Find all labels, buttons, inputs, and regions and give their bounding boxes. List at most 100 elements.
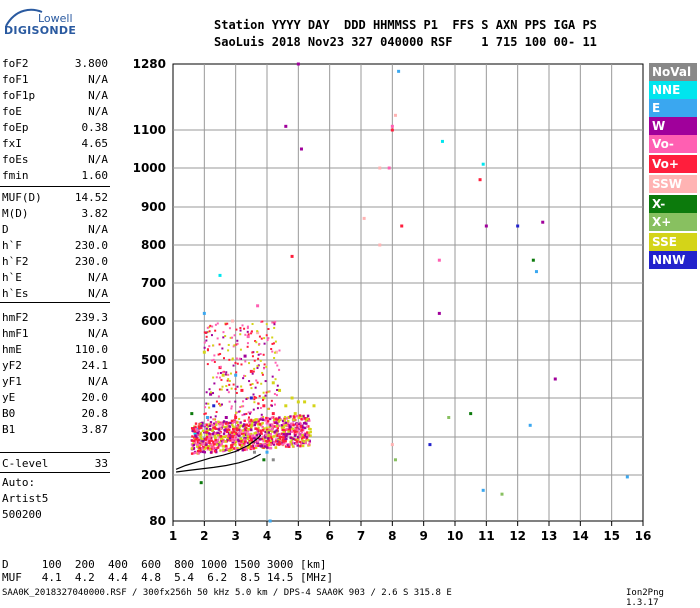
spread-point	[227, 391, 230, 394]
cluster-point	[254, 427, 257, 430]
cluster-point	[271, 423, 274, 426]
param-key: hmF1	[2, 327, 29, 340]
cluster-point	[276, 443, 279, 446]
param-key: h`E	[2, 271, 22, 284]
cluster-point	[274, 446, 277, 449]
spread-point	[260, 320, 263, 323]
cluster-point	[255, 420, 258, 424]
cluster-point	[308, 419, 311, 422]
cluster-point	[291, 445, 295, 448]
spread-point	[273, 323, 276, 326]
spread-point	[276, 384, 279, 387]
cluster-point	[222, 432, 226, 435]
cluster-point	[228, 428, 231, 431]
cluster-point	[215, 427, 218, 430]
cluster-point	[199, 437, 203, 440]
cluster-point	[300, 437, 304, 441]
cluster-point	[296, 428, 299, 431]
cluster-point	[306, 431, 309, 434]
cluster-point	[209, 421, 213, 424]
x-tick-label: 7	[357, 529, 365, 543]
spread-point	[240, 385, 243, 388]
cluster-point	[208, 441, 211, 445]
param-value: 110.0	[74, 343, 108, 356]
cluster-point	[219, 449, 222, 452]
cluster-point	[284, 440, 287, 443]
spread-point	[254, 340, 257, 343]
cluster-point	[229, 434, 232, 437]
param-key: foE	[2, 105, 22, 118]
spread-point	[259, 406, 262, 409]
cluster-point	[224, 446, 228, 449]
x-tick-label: 4	[263, 529, 271, 543]
spread-point	[238, 410, 241, 413]
spread-point	[203, 413, 206, 416]
cluster-point	[240, 432, 243, 436]
cluster-point	[204, 446, 208, 449]
cluster-point	[232, 447, 235, 450]
cluster-point	[260, 445, 263, 448]
data-point-noval	[252, 450, 256, 454]
cluster-point	[227, 437, 230, 440]
spread-point	[232, 345, 235, 348]
spread-point	[265, 365, 268, 368]
x-tick-label: 3	[231, 529, 239, 543]
spread-point	[271, 342, 274, 345]
cluster-point	[232, 427, 235, 431]
spread-point	[258, 395, 261, 398]
cluster-point	[302, 441, 305, 444]
cluster-point	[213, 443, 216, 446]
cluster-point	[229, 446, 233, 450]
cluster-point	[203, 430, 206, 434]
cluster-point	[270, 436, 273, 439]
param-value: N/A	[88, 89, 108, 102]
spread-point	[244, 360, 247, 363]
cluster-point	[246, 434, 250, 438]
param-row-hmf1: hmF1 N/A	[2, 326, 108, 342]
cluster-point	[233, 426, 236, 429]
cluster-point	[303, 434, 306, 438]
cluster-point	[194, 438, 198, 441]
cluster-point	[269, 447, 273, 450]
cluster-point	[297, 416, 300, 420]
cluster-point	[219, 437, 223, 441]
cluster-point	[212, 424, 215, 427]
data-point-w	[541, 220, 545, 224]
cluster-point	[230, 419, 234, 423]
data-point-sse	[278, 388, 282, 392]
cluster-point	[271, 430, 274, 433]
x-tick-label: 14	[572, 529, 589, 543]
data-point-sse	[221, 373, 225, 377]
cluster-point	[212, 422, 216, 425]
spread-point	[242, 405, 245, 408]
cluster-point	[205, 437, 208, 440]
cluster-point	[231, 421, 235, 424]
cluster-point	[221, 423, 224, 426]
spread-point	[235, 371, 238, 374]
data-point-vo-	[387, 166, 391, 170]
logo-digisonde-text: DIGISONDE	[4, 24, 77, 37]
cluster-point	[300, 442, 303, 445]
spread-point	[208, 326, 211, 329]
cluster-point	[207, 432, 211, 435]
cluster-point	[251, 434, 254, 437]
cluster-point	[295, 442, 298, 446]
spread-point	[221, 371, 224, 374]
cluster-point	[227, 421, 231, 425]
data-point-vo-	[478, 178, 482, 182]
spread-point	[256, 330, 259, 333]
cluster-point	[231, 439, 234, 443]
cluster-point	[276, 427, 280, 430]
param-key: fxI	[2, 137, 22, 150]
cluster-point	[301, 433, 304, 437]
cluster-point	[224, 422, 228, 425]
cluster-point	[286, 427, 289, 431]
param-key: B1	[2, 423, 16, 436]
spread-point	[206, 326, 209, 329]
spread-point	[252, 408, 255, 411]
cluster-point	[239, 437, 242, 440]
cluster-point	[290, 438, 293, 442]
param-key: foF1	[2, 73, 29, 86]
cluster-point	[205, 430, 208, 434]
cluster-point	[225, 428, 229, 432]
